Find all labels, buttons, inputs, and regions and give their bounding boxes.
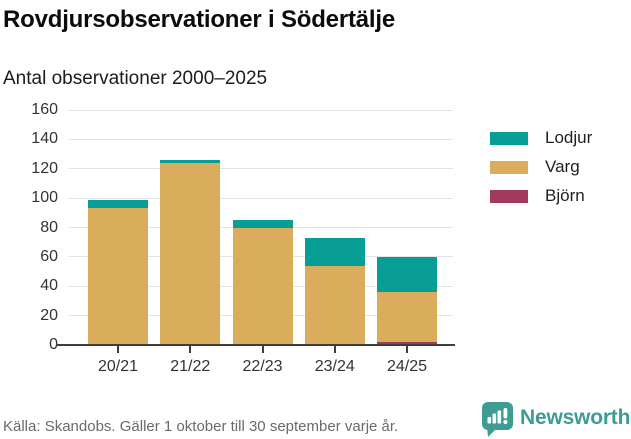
- gridline-y160: [68, 109, 453, 111]
- y-axis-tick-label: 80: [40, 218, 58, 236]
- x-axis-tick: [406, 346, 408, 353]
- legend-item-lodjur: Lodjur: [490, 128, 593, 147]
- bar-segment-lodjur-23-24: [304, 237, 365, 266]
- bar-segment-varg-23-24: [304, 265, 365, 345]
- legend-swatch-björn: [490, 189, 528, 203]
- legend-label: Lodjur: [545, 128, 593, 147]
- y-axis-tick-label: 100: [31, 189, 58, 207]
- x-axis-category-label: 22/23: [242, 358, 283, 375]
- legend-item-björn: Björn: [490, 186, 592, 205]
- gridline-y120: [68, 168, 453, 170]
- x-axis-tick: [189, 346, 192, 353]
- bar-segment-varg-20-21: [88, 208, 148, 345]
- legend-label: Varg: [545, 157, 580, 176]
- x-axis-category-label: 21/22: [170, 358, 211, 375]
- newsworthy-bar-chart-bubble-icon: [482, 402, 513, 437]
- x-axis-category-label: 23/24: [314, 358, 355, 375]
- bar-segment-varg-21-22: [160, 162, 221, 345]
- bar-segment-varg-24-25: [377, 292, 437, 343]
- y-axis-tick-label: 0: [49, 336, 58, 353]
- y-axis-tick-label: 60: [40, 247, 58, 265]
- gridline-y140: [68, 138, 453, 140]
- bar-segment-lodjur-20-21: [88, 199, 148, 209]
- x-axis-category-label: 24/25: [386, 358, 428, 375]
- legend-label: Björn: [545, 186, 585, 205]
- bar-segment-lodjur-22-23: [232, 220, 293, 228]
- bar-segment-lodjur-21-22: [160, 159, 221, 163]
- y-axis-tick-label: 160: [31, 101, 58, 118]
- x-axis-tick: [117, 346, 119, 353]
- legend-swatch-varg: [490, 160, 528, 174]
- bar-segment-varg-22-23: [232, 227, 293, 345]
- brand-name: Newsworthy: [520, 406, 631, 429]
- y-axis-tick-label: 120: [31, 159, 58, 177]
- y-axis-tick-label: 140: [31, 130, 58, 148]
- bar-segment-lodjur-24-25: [377, 256, 437, 293]
- source-note: Källa: Skandobs. Gäller 1 oktober till 3…: [3, 418, 399, 435]
- chart-legend: Lodjur Varg Björn: [490, 128, 593, 216]
- legend-swatch-lodjur: [490, 131, 528, 145]
- y-axis-tick-label: 20: [40, 306, 58, 324]
- page-title: Rovdjursobservationer i Södertälje: [3, 6, 395, 33]
- x-axis-category-label: 20/21: [97, 358, 139, 375]
- chart-subtitle: Antal observationer 2000–2025: [3, 68, 268, 89]
- legend-item-varg: Varg: [490, 157, 592, 176]
- newsworthy-logo: Newsworthy: [482, 402, 631, 437]
- bar-segment-björn-24-25: [377, 342, 437, 345]
- x-axis-tick: [261, 346, 264, 353]
- y-axis-tick-label: 40: [40, 277, 58, 295]
- gridline-y100: [68, 197, 453, 199]
- x-axis-line: [56, 344, 455, 346]
- x-axis-tick: [333, 346, 336, 353]
